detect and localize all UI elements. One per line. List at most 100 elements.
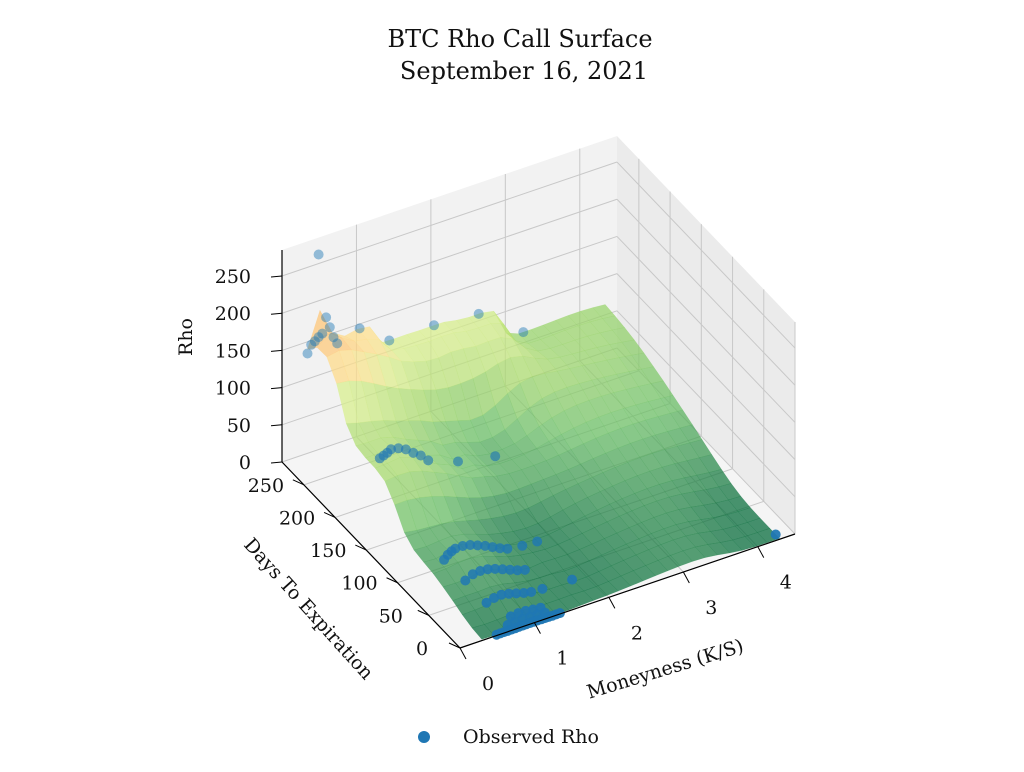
x-tick-mark xyxy=(459,647,467,660)
x-axis-line xyxy=(459,533,796,649)
surface-cell xyxy=(592,304,616,319)
observed-rho-point xyxy=(503,588,514,599)
z-tick-mark xyxy=(270,275,283,278)
x-tick-mark xyxy=(534,622,541,634)
x-tick-mark xyxy=(608,597,616,609)
y-tick-mark xyxy=(292,479,305,486)
observed-rho-point xyxy=(354,323,365,334)
y-tick-mark xyxy=(417,609,429,616)
y-tick-label: 250 xyxy=(248,475,284,497)
surface-cell xyxy=(579,307,603,323)
x-tick-label: 4 xyxy=(780,572,792,594)
observed-rho-point xyxy=(472,540,483,551)
observed-rho-point xyxy=(302,348,313,359)
legend-label: Observed Rho xyxy=(463,726,599,748)
z-tick-label: 150 xyxy=(215,340,251,362)
observed-rho-point xyxy=(490,563,501,574)
observed-rho-point xyxy=(408,447,419,458)
z-tick-mark xyxy=(270,387,283,390)
y-tick-label: 150 xyxy=(310,540,346,562)
observed-rho-point xyxy=(770,529,781,540)
observed-rho-point xyxy=(518,327,529,338)
observed-rho-point xyxy=(518,588,529,598)
observed-rho-point xyxy=(481,597,492,608)
grid-line xyxy=(616,161,796,349)
surface-cell xyxy=(567,310,591,327)
observed-rho-point xyxy=(465,540,476,550)
z-tick-label: 100 xyxy=(215,378,251,400)
observed-rho-point xyxy=(517,540,528,551)
y-tick-mark xyxy=(323,512,336,518)
x-tick-mark xyxy=(682,571,690,584)
observed-rho-point xyxy=(502,543,513,554)
surface-cell xyxy=(381,338,405,351)
x-tick-label: 3 xyxy=(705,597,717,619)
z-tick-mark xyxy=(270,461,283,464)
observed-rho-point xyxy=(313,249,324,260)
observed-rho-point xyxy=(482,564,493,575)
observed-rho-points xyxy=(302,249,781,640)
observed-rho-point xyxy=(554,608,565,619)
observed-rho-point xyxy=(519,564,530,575)
observed-rho-point xyxy=(332,338,343,349)
grid-line xyxy=(281,235,618,351)
surface-cell xyxy=(406,330,430,346)
observed-rho-point xyxy=(460,575,471,586)
observed-rho-point xyxy=(306,339,317,350)
surface-cell xyxy=(418,325,442,342)
observed-rho-point xyxy=(487,542,498,553)
grid-line xyxy=(616,273,796,460)
surface-cell xyxy=(344,328,368,342)
observed-rho-point xyxy=(526,587,537,597)
observed-rho-point xyxy=(453,456,463,467)
y-axis-line xyxy=(281,461,461,649)
observed-rho-point xyxy=(415,450,426,461)
observed-rho-point xyxy=(400,444,411,455)
observed-rho-point xyxy=(473,308,484,319)
surface-cell xyxy=(319,310,343,339)
observed-rho-point xyxy=(393,443,404,454)
surface-cell xyxy=(542,319,566,336)
observed-rho-point xyxy=(309,336,320,347)
observed-rho-point xyxy=(324,322,335,333)
observed-rho-point xyxy=(457,541,468,551)
observed-rho-point xyxy=(567,574,578,585)
side-pane xyxy=(617,136,795,534)
x-tick-mark xyxy=(757,546,765,558)
y-tick-mark xyxy=(448,642,461,649)
observed-rho-point xyxy=(480,540,491,551)
chart-title: BTC Rho Call Surface xyxy=(387,25,652,53)
y-tick-label: 0 xyxy=(416,638,428,660)
y-tick-label: 50 xyxy=(379,605,403,627)
surface-cell xyxy=(455,317,479,332)
z-tick-label: 200 xyxy=(215,303,251,325)
z-tick-label: 50 xyxy=(227,415,251,437)
axis-lines xyxy=(281,250,796,649)
y-tick-label: 200 xyxy=(279,508,315,530)
grid-line xyxy=(616,198,796,386)
surface-cell xyxy=(517,329,541,344)
grid-line xyxy=(281,198,618,314)
observed-rho-point xyxy=(317,328,328,339)
x-axis-label: Moneyness (K/S) xyxy=(584,635,746,704)
z-tick-mark xyxy=(270,424,283,427)
observed-rho-point xyxy=(423,455,434,466)
observed-rho-point xyxy=(328,332,339,343)
observed-rho-point xyxy=(496,589,507,600)
observed-rho-point xyxy=(511,588,522,599)
surface-cell xyxy=(307,309,330,350)
y-axis-label: Days To Expiration xyxy=(239,534,377,684)
grid-line xyxy=(616,236,796,423)
observed-rho-point xyxy=(497,564,508,575)
surface-cell xyxy=(468,312,492,329)
y-tick-label: 100 xyxy=(341,573,377,595)
observed-rho-point xyxy=(490,451,501,462)
observed-rho-point xyxy=(386,444,396,455)
x-tick-label: 0 xyxy=(482,673,494,695)
z-tick-label: 0 xyxy=(239,452,251,474)
observed-rho-point xyxy=(537,583,548,594)
x-tick-label: 2 xyxy=(631,622,643,644)
observed-rho-point xyxy=(321,312,332,323)
